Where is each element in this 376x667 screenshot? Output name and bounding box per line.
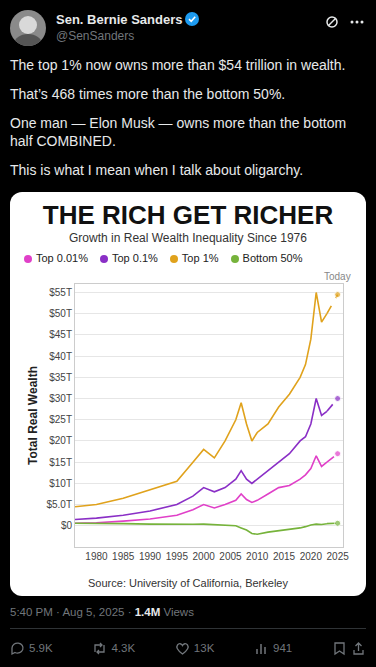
html-text:Bottom 50%: Bottom 50% [242, 252, 303, 264]
html-text:One man — Elon Musk — owns mor: One man — Elon Musk — owns more than the… [10, 115, 347, 149]
html-text:That’s 468 times more than the: That’s 468 times more than the bottom 50… [10, 86, 286, 102]
html-text:Top 1%: Top 1% [181, 252, 219, 264]
svg-text:$45T: $45T [49, 329, 72, 340]
html-text:Top 0.1%: Top 0.1% [112, 252, 158, 264]
svg-text:1980: 1980 [85, 551, 108, 562]
svg-text:$50T: $50T [49, 308, 72, 319]
svg-text:2010: 2010 [246, 551, 269, 562]
svg-text:$5.0T: $5.0T [46, 499, 72, 510]
svg-text:$35T: $35T [49, 372, 72, 383]
svg-text:1995: 1995 [166, 551, 189, 562]
html-text:This is what I mean when I tal: This is what I mean when I talk about ol… [10, 162, 304, 178]
html-text:The top 1% now owns more than: The top 1% now owns more than $54 trilli… [10, 57, 346, 73]
svg-text:1985: 1985 [112, 551, 135, 562]
svg-text:$15T: $15T [49, 457, 72, 468]
svg-text:1990: 1990 [139, 551, 162, 562]
html-text:Sen. Bernie Sanders: Sen. Bernie Sanders [56, 12, 183, 27]
svg-text:$10T: $10T [49, 478, 72, 489]
svg-text:2000: 2000 [193, 551, 216, 562]
svg-text:$0: $0 [61, 520, 73, 531]
svg-text:$25T: $25T [49, 414, 72, 425]
html-text:Top 0.01%: Top 0.01% [36, 252, 88, 264]
html-text:5.9K: 5.9K [29, 642, 53, 654]
html-text:941: 941 [273, 642, 293, 654]
svg-text:2020: 2020 [300, 551, 323, 562]
html-text:@SenSanders: @SenSanders [56, 29, 135, 43]
html-text:13K: 13K [193, 642, 215, 654]
svg-text:2005: 2005 [219, 551, 242, 562]
svg-text:2025: 2025 [327, 551, 350, 562]
html-text:4.3K: 4.3K [111, 642, 136, 654]
svg-text:$30T: $30T [49, 393, 72, 404]
svg-text:Total Real Wealth: Total Real Wealth [26, 366, 40, 465]
svg-text:2015: 2015 [273, 551, 296, 562]
svg-text:Today: Today [324, 271, 351, 282]
html-text:Source: University of Californ: Source: University of California, Berkel… [88, 577, 288, 589]
svg-text:$40T: $40T [49, 351, 72, 362]
svg-text:$55T: $55T [49, 287, 72, 298]
html-text:Growth in Real Wealth Inequali: Growth in Real Wealth Inequality Since 1… [69, 231, 307, 245]
svg-text:$20T: $20T [49, 435, 72, 446]
html-text:THE RICH GET RICHER: THE RICH GET RICHER [42, 200, 334, 230]
html-text:5:40 PM · Aug 5, 2025 · 1.4M V: 5:40 PM · Aug 5, 2025 · 1.4M Views [10, 606, 194, 618]
